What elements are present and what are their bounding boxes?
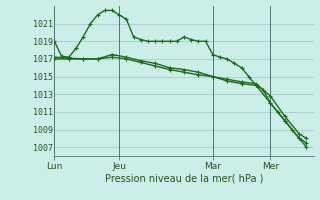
- X-axis label: Pression niveau de la mer( hPa ): Pression niveau de la mer( hPa ): [105, 173, 263, 183]
